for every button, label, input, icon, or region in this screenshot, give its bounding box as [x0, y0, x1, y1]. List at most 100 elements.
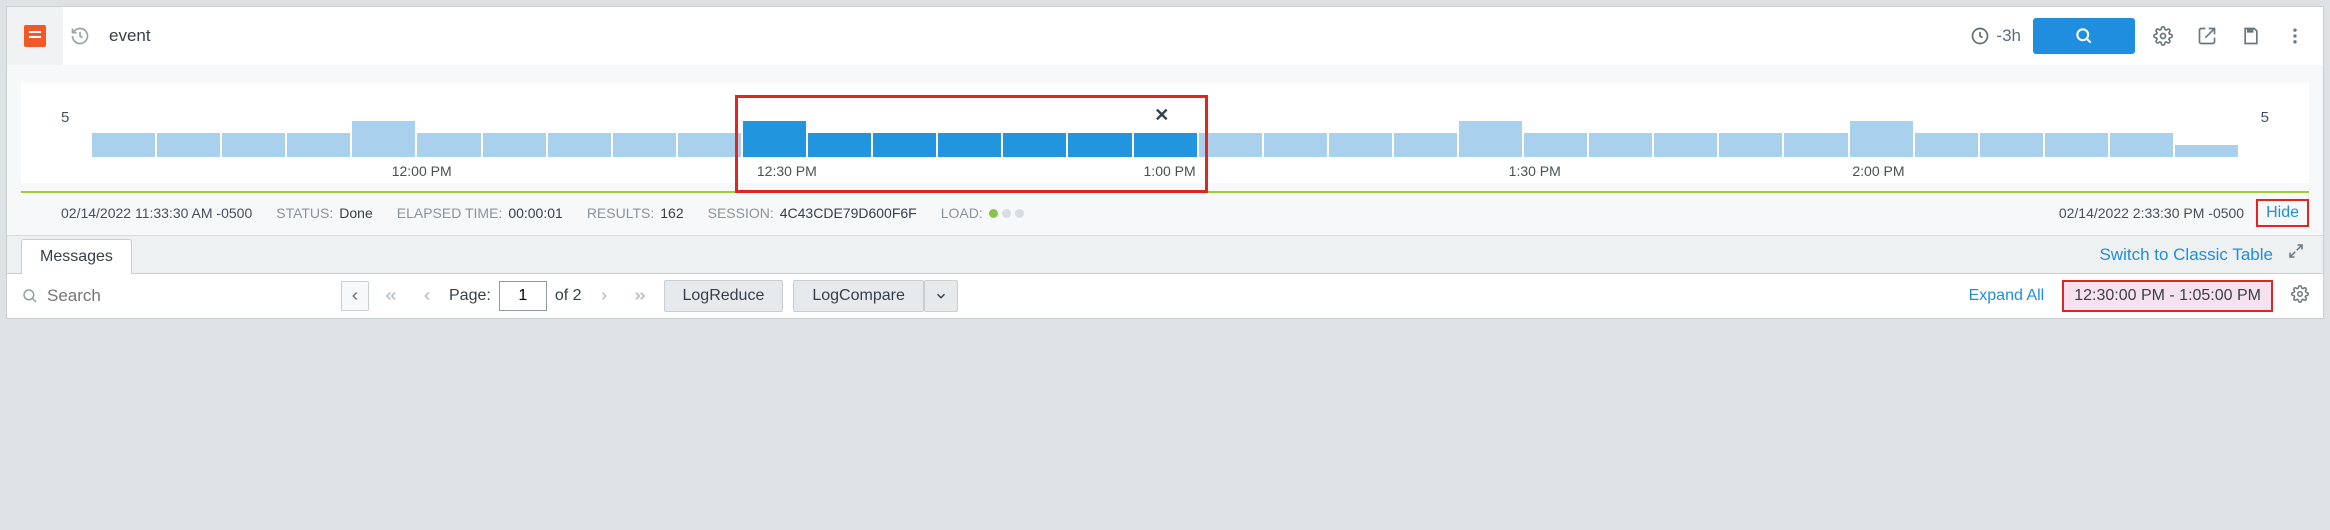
page-total: of 2 — [555, 287, 582, 305]
pager-last-button[interactable] — [626, 281, 654, 311]
pager: Page: of 2 — [341, 281, 654, 311]
load-dot-1 — [989, 209, 998, 218]
histogram-bar[interactable] — [1264, 133, 1327, 157]
source-filter-button[interactable] — [7, 7, 63, 65]
histogram-bar[interactable] — [1784, 133, 1847, 157]
x-tick: 2:00 PM — [1852, 163, 1904, 179]
clock-icon — [1970, 26, 1990, 46]
results-label: RESULTS: — [587, 205, 654, 221]
search-icon — [21, 287, 39, 305]
elapsed-label: ELAPSED TIME: — [397, 205, 503, 221]
pager-first-button[interactable] — [377, 281, 405, 311]
save-icon — [2241, 26, 2261, 46]
chevrons-left-icon — [383, 288, 399, 304]
histogram-bar[interactable] — [1524, 133, 1587, 157]
histogram-bar[interactable] — [1199, 133, 1262, 157]
expand-all-link[interactable]: Expand All — [1969, 287, 2045, 305]
hide-histogram-button[interactable]: Hide — [2256, 199, 2309, 227]
logcompare-dropdown[interactable] — [924, 280, 958, 312]
histogram-bar[interactable] — [287, 133, 350, 157]
pager-fwd-button[interactable] — [590, 281, 618, 311]
y-axis-left: 5 — [61, 109, 69, 126]
tabs-row: Messages Switch to Classic Table — [7, 235, 2323, 273]
pager-back-button[interactable] — [413, 281, 441, 311]
time-range-picker[interactable]: -3h — [1958, 26, 2033, 46]
more-button[interactable] — [2285, 26, 2305, 46]
share-button[interactable] — [2197, 26, 2217, 46]
messages-search-input[interactable] — [47, 286, 227, 306]
histogram-bar[interactable] — [548, 133, 611, 157]
histogram-bar[interactable] — [2175, 145, 2238, 157]
query-input[interactable] — [109, 26, 1946, 46]
fullscreen-button[interactable] — [2283, 234, 2309, 273]
settings-button[interactable] — [2153, 26, 2173, 46]
histogram-bar[interactable] — [1589, 133, 1652, 157]
histogram-bar[interactable] — [92, 133, 155, 157]
histogram-bar[interactable] — [352, 121, 415, 157]
histogram-bar[interactable] — [483, 133, 546, 157]
chevron-left-icon — [348, 289, 362, 303]
histogram-bar[interactable] — [808, 133, 871, 157]
histogram-bar[interactable] — [1654, 133, 1717, 157]
load-indicator — [989, 209, 1024, 218]
tab-messages[interactable]: Messages — [21, 239, 132, 274]
histogram-bar[interactable] — [1134, 133, 1197, 157]
clear-selection-button[interactable]: ✕ — [1154, 105, 1169, 126]
histogram-bar[interactable] — [743, 121, 806, 157]
y-axis-right: 5 — [2261, 109, 2269, 126]
histogram-bar[interactable] — [1329, 133, 1392, 157]
chevron-down-icon — [934, 289, 948, 303]
histogram-bar[interactable] — [938, 133, 1001, 157]
share-icon — [2197, 26, 2217, 46]
time-range-value: -3h — [1996, 26, 2021, 46]
histogram-bar[interactable] — [1394, 133, 1457, 157]
messages-search — [21, 286, 301, 306]
logreduce-button[interactable]: LogReduce — [664, 280, 784, 312]
histogram-bar[interactable] — [1003, 133, 1066, 157]
switch-table-link[interactable]: Switch to Classic Table — [2089, 237, 2283, 273]
load-dot-3 — [1015, 209, 1024, 218]
toolbar-icons — [2147, 26, 2323, 46]
histogram-bar[interactable] — [1459, 121, 1522, 157]
page-label: Page: — [449, 287, 491, 305]
x-tick: 1:30 PM — [1509, 163, 1561, 179]
top-bar: -3h — [7, 7, 2323, 65]
x-tick: 12:30 PM — [757, 163, 817, 179]
histogram-bar[interactable] — [1068, 133, 1131, 157]
session-label: SESSION: — [708, 205, 774, 221]
range-start-ts: 02/14/2022 11:33:30 AM -0500 — [61, 205, 252, 221]
histogram-bar[interactable] — [613, 133, 676, 157]
load-dot-2 — [1002, 209, 1011, 218]
app-root: -3h 5 5 ✕ — [6, 6, 2324, 319]
run-search-button[interactable] — [2033, 18, 2135, 54]
status-line: 02/14/2022 11:33:30 AM -0500 STATUS: Don… — [7, 193, 2323, 235]
histogram-panel: 5 5 ✕ 12:00 PM12:30 PM1:00 PM1:30 PM2:00… — [7, 65, 2323, 235]
gear-icon — [2291, 285, 2309, 303]
histogram-bar[interactable] — [157, 133, 220, 157]
expand-icon — [2287, 242, 2305, 260]
histogram-bar[interactable] — [873, 133, 936, 157]
histogram-bars[interactable]: ✕ — [91, 101, 2239, 157]
histogram-bar[interactable] — [678, 133, 741, 157]
logo-icon — [24, 25, 46, 47]
gear-icon — [2153, 26, 2173, 46]
controls-row: Page: of 2 LogReduce LogCompare Expand A… — [7, 273, 2323, 318]
histogram-bar[interactable] — [1719, 133, 1782, 157]
histogram-bar[interactable] — [222, 133, 285, 157]
histogram-bar[interactable] — [1915, 133, 1978, 157]
query-history-button[interactable] — [63, 26, 97, 46]
histogram-bar[interactable] — [1980, 133, 2043, 157]
histogram-bar[interactable] — [1850, 121, 1913, 157]
save-button[interactable] — [2241, 26, 2261, 46]
page-number-input[interactable] — [499, 281, 547, 311]
histogram-bar[interactable] — [417, 133, 480, 157]
histogram-bar[interactable] — [2110, 133, 2173, 157]
x-axis-ticks: 12:00 PM12:30 PM1:00 PM1:30 PM2:00 PM — [91, 163, 2239, 183]
selected-time-chip[interactable]: 12:30:00 PM - 1:05:00 PM — [2062, 280, 2273, 312]
logcompare-button[interactable]: LogCompare — [793, 280, 924, 312]
pager-prev-button[interactable] — [341, 281, 369, 311]
status-label: STATUS: — [276, 205, 333, 221]
history-icon — [70, 26, 90, 46]
histogram-bar[interactable] — [2045, 133, 2108, 157]
table-settings-button[interactable] — [2291, 285, 2309, 308]
